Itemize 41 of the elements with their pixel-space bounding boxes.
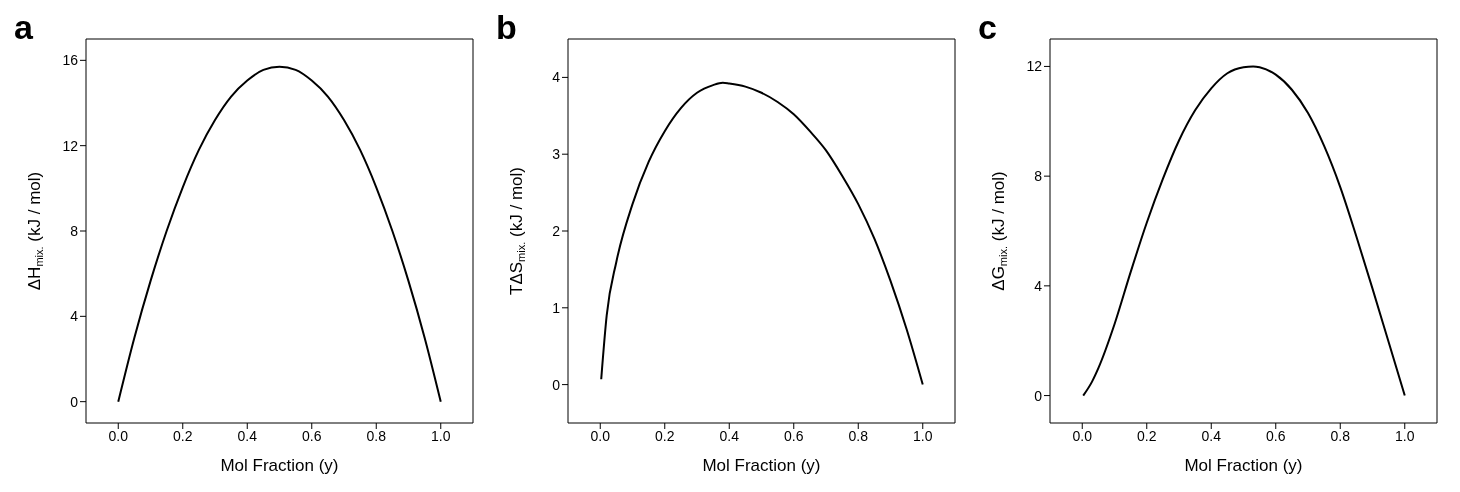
line-series	[1082, 65, 1406, 397]
y-tick-label: 12	[1026, 58, 1043, 75]
y-tick-label: 16	[62, 52, 79, 69]
x-tick-label: 0.8	[848, 427, 869, 444]
y-tick-label: 0	[1034, 387, 1043, 404]
x-tick-label: 0.6	[302, 427, 322, 444]
y-tick-label: 0	[70, 393, 79, 410]
x-axis-title: Mol Fraction (y)	[702, 456, 821, 475]
y-tick-label: 4	[1034, 277, 1043, 294]
line-series	[117, 65, 442, 403]
x-tick-label: 0.8	[366, 427, 387, 444]
x-tick-label: 0.0	[590, 427, 611, 444]
x-tick-label: 0.2	[655, 427, 675, 444]
chart-title: c	[978, 8, 997, 47]
x-tick-label: 0.8	[1330, 427, 1351, 444]
y-tick-label: 8	[70, 222, 79, 239]
x-tick-label: 1.0	[1395, 427, 1415, 444]
line-series	[600, 81, 924, 386]
x-tick-label: 0.2	[1137, 427, 1157, 444]
y-tick-label: 0	[552, 376, 561, 393]
x-tick-label: 0.0	[1072, 427, 1093, 444]
y-tick-label: 12	[62, 137, 79, 154]
y-tick-label: 4	[70, 308, 79, 325]
chart-title: a	[14, 8, 33, 47]
x-axis-title: Mol Fraction (y)	[1184, 456, 1303, 475]
x-tick-label: 1.0	[913, 427, 933, 444]
y-tick-label: 3	[552, 146, 561, 163]
y-tick-label: 1	[552, 299, 561, 316]
y-tick-label: 8	[1034, 168, 1043, 185]
y-tick-label: 2	[552, 222, 561, 239]
x-tick-label: 0.4	[237, 427, 258, 444]
x-tick-label: 0.4	[1201, 427, 1222, 444]
x-tick-label: 0.6	[784, 427, 804, 444]
x-tick-label: 1.0	[431, 427, 451, 444]
chart-title: b	[496, 8, 517, 47]
x-tick-label: 0.2	[173, 427, 193, 444]
x-axis-title: Mol Fraction (y)	[220, 456, 339, 475]
x-tick-label: 0.6	[1266, 427, 1286, 444]
x-tick-label: 0.0	[108, 427, 129, 444]
y-tick-label: 4	[552, 69, 561, 86]
x-tick-label: 0.4	[719, 427, 740, 444]
